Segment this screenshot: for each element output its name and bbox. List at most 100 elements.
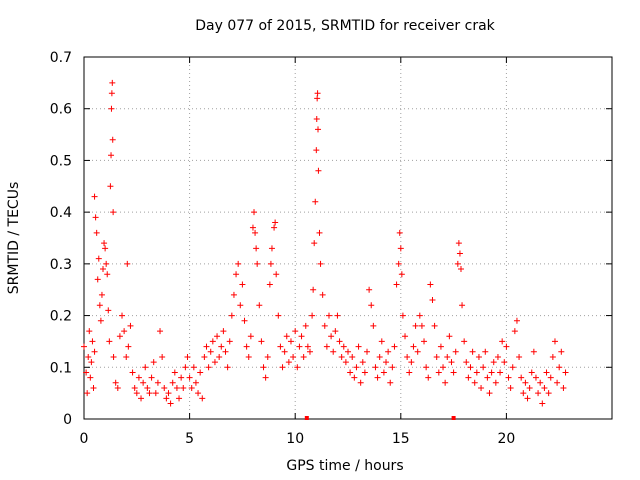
data-point <box>423 364 430 371</box>
data-point <box>328 333 335 340</box>
data-point <box>180 384 187 391</box>
data-point <box>207 348 214 355</box>
data-point <box>539 400 546 407</box>
data-point <box>150 359 157 366</box>
data-point <box>314 95 321 102</box>
y-tick-label: 0 <box>63 412 72 428</box>
data-point <box>398 271 405 278</box>
data-point <box>171 369 178 376</box>
data-point <box>448 359 455 366</box>
x-tick-label: 20 <box>497 431 515 447</box>
data-point <box>414 348 421 355</box>
data-point <box>435 369 442 376</box>
data-point <box>119 312 126 319</box>
data-point <box>262 374 269 381</box>
data-point <box>93 229 100 236</box>
data-point <box>518 374 525 381</box>
x-tick-label: 10 <box>286 431 304 447</box>
data-point <box>186 374 193 381</box>
data-point <box>109 79 116 86</box>
data-point <box>319 291 326 298</box>
data-point <box>142 364 149 371</box>
data-point <box>95 255 102 262</box>
data-point <box>241 317 248 324</box>
data-point <box>123 353 130 360</box>
data-point <box>494 353 501 360</box>
data-point <box>195 390 202 397</box>
x-tick-label: 15 <box>392 431 410 447</box>
data-point <box>173 384 180 391</box>
data-point <box>279 364 286 371</box>
data-point <box>465 374 472 381</box>
data-point <box>532 374 539 381</box>
data-point <box>437 343 444 350</box>
data-point <box>108 152 115 159</box>
data-point <box>298 333 305 340</box>
data-point <box>271 224 278 231</box>
data-point <box>273 271 280 278</box>
data-point <box>353 364 360 371</box>
data-point <box>235 260 242 267</box>
data-point <box>526 384 533 391</box>
data-point <box>556 364 563 371</box>
data-point <box>214 333 221 340</box>
data-point <box>163 395 170 402</box>
data-point <box>112 379 119 386</box>
data-point <box>107 183 114 190</box>
data-point <box>315 126 322 133</box>
data-point <box>336 338 343 345</box>
data-point <box>125 343 132 350</box>
data-point <box>292 328 299 335</box>
data-point <box>283 333 290 340</box>
data-point <box>469 348 476 355</box>
data-point <box>98 291 105 298</box>
data-point <box>258 338 265 345</box>
data-point <box>433 353 440 360</box>
y-tick-label: 0.3 <box>50 257 72 273</box>
data-point <box>272 219 279 226</box>
data-point <box>488 369 495 376</box>
data-point <box>104 271 111 278</box>
data-point <box>144 384 151 391</box>
data-point <box>127 322 134 329</box>
data-point <box>316 229 323 236</box>
data-point <box>285 359 292 366</box>
data-point <box>161 384 168 391</box>
data-point <box>361 369 368 376</box>
data-point <box>91 193 98 200</box>
data-point <box>545 390 552 397</box>
data-point <box>357 379 364 386</box>
data-point <box>124 260 131 267</box>
data-point <box>302 322 309 329</box>
data-point <box>513 317 520 324</box>
data-point <box>275 312 282 319</box>
data-point <box>450 369 457 376</box>
data-point <box>321 322 328 329</box>
data-point <box>368 302 375 309</box>
data-point <box>310 286 317 293</box>
data-point <box>190 364 197 371</box>
data-point <box>201 353 208 360</box>
data-point <box>342 359 349 366</box>
x-tick-label: 0 <box>80 431 89 447</box>
data-point <box>471 379 478 386</box>
data-point <box>406 369 413 376</box>
data-point <box>294 364 301 371</box>
data-point <box>277 343 284 350</box>
data-point <box>505 374 512 381</box>
data-point <box>418 322 425 329</box>
data-point <box>167 400 174 407</box>
data-point <box>522 379 529 386</box>
data-point <box>323 343 330 350</box>
data-point <box>100 266 107 273</box>
data-point <box>457 266 464 273</box>
data-point <box>146 390 153 397</box>
data-point <box>86 328 93 335</box>
data-point <box>152 390 159 397</box>
axis-markers <box>304 416 456 420</box>
x-axis-label: GPS time / hours <box>286 458 403 474</box>
data-point <box>101 240 108 247</box>
data-point <box>131 384 138 391</box>
data-point <box>306 348 313 355</box>
